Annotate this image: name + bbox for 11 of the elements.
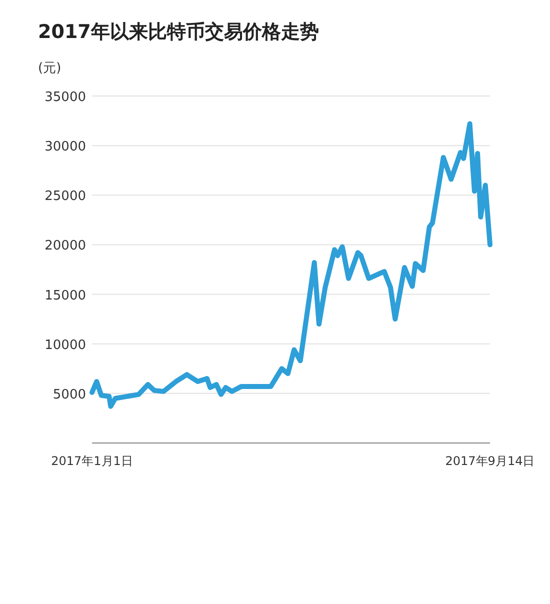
y-axis-title: (元) <box>38 61 62 76</box>
y-tick-label: 30000 <box>44 140 86 155</box>
y-tick-label: 5000 <box>52 387 86 402</box>
y-tick-label: 35000 <box>44 90 86 105</box>
y-tick-label: 15000 <box>44 288 86 304</box>
chart-title: 2017年以来比特币交易价格走势 <box>38 21 319 43</box>
y-tick-label: 20000 <box>44 238 86 254</box>
y-tick-label: 10000 <box>44 338 86 353</box>
y-tick-label: 25000 <box>44 189 86 204</box>
x-tick-label: 2017年1月1日 <box>51 454 133 468</box>
x-tick-label: 2017年9月14日 <box>445 454 535 468</box>
